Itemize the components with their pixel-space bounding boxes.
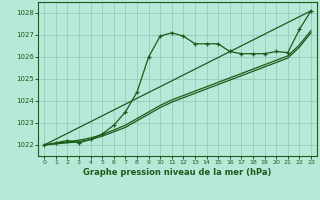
X-axis label: Graphe pression niveau de la mer (hPa): Graphe pression niveau de la mer (hPa) [84, 168, 272, 177]
